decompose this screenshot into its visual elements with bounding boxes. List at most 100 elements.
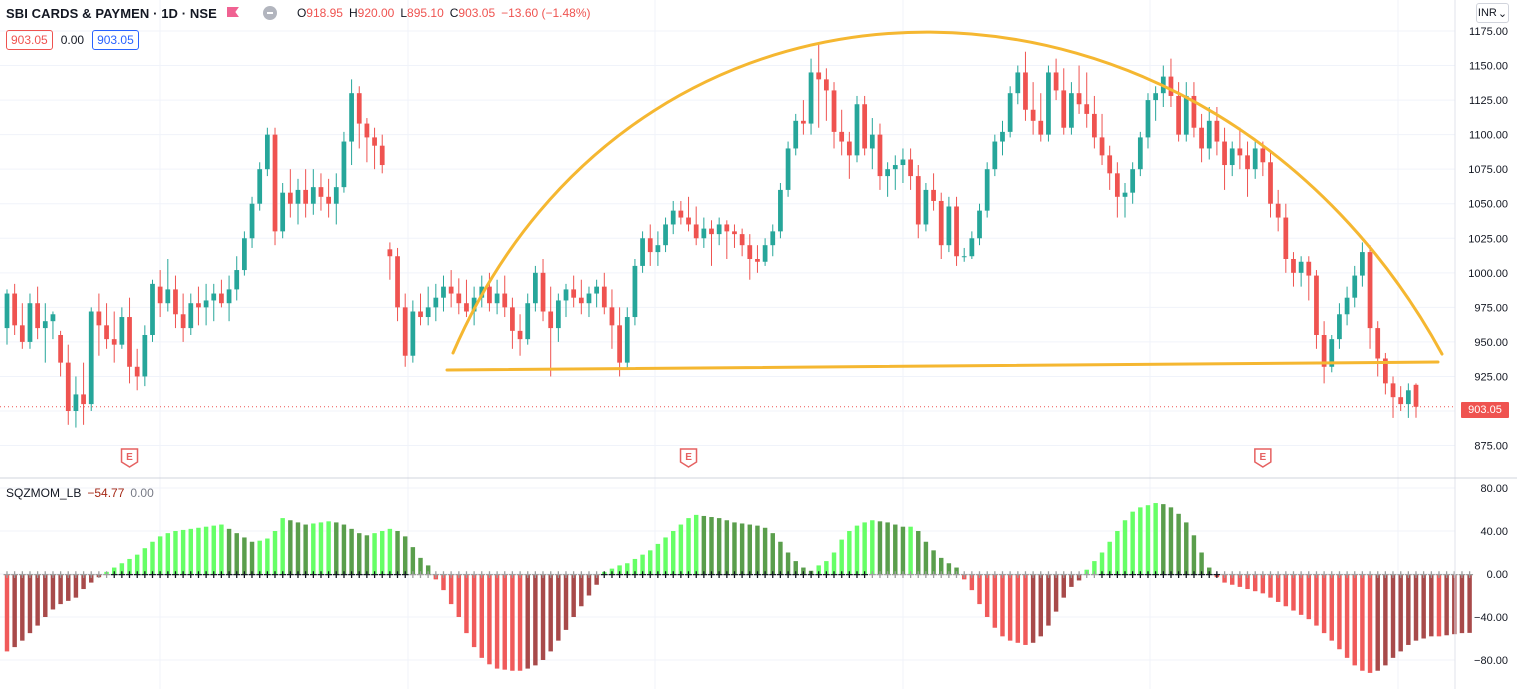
- histogram-bar: [885, 522, 890, 574]
- change-value: −13.60 (−1.48%): [501, 6, 591, 20]
- squeeze-dot: +: [1220, 568, 1229, 581]
- candle: [1023, 51, 1028, 121]
- candle-body: [1053, 72, 1059, 91]
- candle: [165, 259, 171, 312]
- candle-body: [81, 394, 86, 405]
- squeeze-dot: +: [1013, 568, 1022, 581]
- candle: [418, 293, 423, 326]
- candle: [464, 279, 469, 318]
- last-price-tag: 903.05: [1461, 402, 1509, 418]
- candle: [908, 148, 913, 190]
- candle-body: [877, 134, 883, 177]
- candle-body: [42, 321, 48, 329]
- squeeze-dot: +: [906, 568, 915, 581]
- squeeze-dot: +: [538, 568, 547, 581]
- squeeze-dot: +: [393, 568, 402, 581]
- squeeze-dot: +: [1442, 568, 1451, 581]
- squeeze-dot: +: [860, 568, 869, 581]
- histogram-bar: [349, 528, 354, 574]
- candle-body: [1344, 297, 1350, 315]
- candle: [1237, 127, 1243, 170]
- histogram-bar: [862, 522, 867, 574]
- osc-tick-label: −80.00: [1474, 655, 1508, 667]
- candle: [732, 224, 737, 248]
- symbol-title[interactable]: SBI CARDS & PAYMEN · 1D · NSE: [6, 5, 217, 21]
- price-tick-label: 1175.00: [1469, 26, 1508, 38]
- candle: [678, 200, 684, 225]
- histogram-bar: [724, 520, 730, 574]
- buy-price-button[interactable]: 903.05: [92, 30, 139, 50]
- candle-body: [1252, 148, 1258, 170]
- histogram-bar: [908, 526, 913, 574]
- osc-tick-label: −40.00: [1474, 612, 1508, 624]
- candle: [686, 196, 691, 232]
- squeeze-dot: +: [623, 568, 632, 581]
- histogram-bar: [1229, 574, 1235, 585]
- candle-body: [226, 289, 232, 304]
- candle-body: [946, 206, 952, 246]
- squeeze-dot: +: [1358, 568, 1367, 581]
- candle: [119, 307, 125, 349]
- histogram-bar: [709, 517, 714, 574]
- candle-body: [1260, 148, 1266, 163]
- candle: [823, 68, 829, 121]
- currency-selector[interactable]: INR ⌄: [1476, 3, 1509, 23]
- candle-body: [1222, 141, 1227, 166]
- squeeze-dot: +: [952, 568, 961, 581]
- histogram-bar: [755, 525, 760, 574]
- flag-icon[interactable]: [227, 7, 241, 19]
- candle: [655, 231, 661, 266]
- candle-body: [1061, 90, 1067, 128]
- candle: [1321, 321, 1327, 384]
- squeeze-dot: +: [898, 568, 907, 581]
- squeeze-dot: +: [1067, 568, 1076, 581]
- candle: [1099, 113, 1105, 166]
- squeeze-dot: +: [1174, 568, 1183, 581]
- candle: [1390, 376, 1396, 418]
- candle-body: [931, 189, 936, 201]
- candle-body: [846, 141, 852, 156]
- candle: [318, 173, 324, 211]
- price-tick-label: 1150.00: [1469, 61, 1508, 73]
- squeeze-dot: +: [286, 568, 295, 581]
- candle: [73, 376, 79, 428]
- squeeze-dot: +: [179, 568, 188, 581]
- histogram-bar: [249, 541, 255, 574]
- candle: [303, 169, 309, 218]
- candle: [1145, 93, 1151, 149]
- candle: [1268, 151, 1273, 218]
- candle: [601, 272, 607, 315]
- squeeze-dot: +: [1457, 568, 1466, 581]
- candle: [1199, 113, 1204, 163]
- candle: [364, 118, 370, 163]
- candle: [525, 293, 531, 345]
- candle-body: [1413, 384, 1419, 407]
- candle-body: [816, 72, 822, 80]
- candle-body: [1084, 104, 1090, 114]
- squeeze-dot: +: [362, 568, 371, 581]
- sell-price-button[interactable]: 903.05: [6, 30, 53, 50]
- histogram-bar: [525, 574, 530, 669]
- candle: [272, 127, 278, 246]
- candle: [88, 307, 94, 411]
- price-tick-label: 950.00: [1474, 337, 1508, 349]
- candle-body: [211, 293, 217, 301]
- candle: [617, 307, 622, 377]
- histogram-bar: [334, 522, 339, 574]
- indicator-legend[interactable]: SQZMOM_LB −54.77 0.00: [6, 486, 154, 500]
- candle: [946, 196, 952, 253]
- squeeze-dot: +: [1396, 568, 1405, 581]
- squeeze-dot: +: [110, 568, 119, 581]
- candle-body: [778, 189, 783, 232]
- histogram-bar: [303, 524, 308, 574]
- high-value: 920.00: [357, 6, 395, 20]
- candle: [770, 224, 776, 257]
- minus-circle-icon[interactable]: [262, 6, 277, 20]
- candle-body: [471, 297, 477, 312]
- squeeze-dot: +: [577, 568, 586, 581]
- histogram-bar: [27, 574, 33, 634]
- candle-body: [104, 325, 109, 340]
